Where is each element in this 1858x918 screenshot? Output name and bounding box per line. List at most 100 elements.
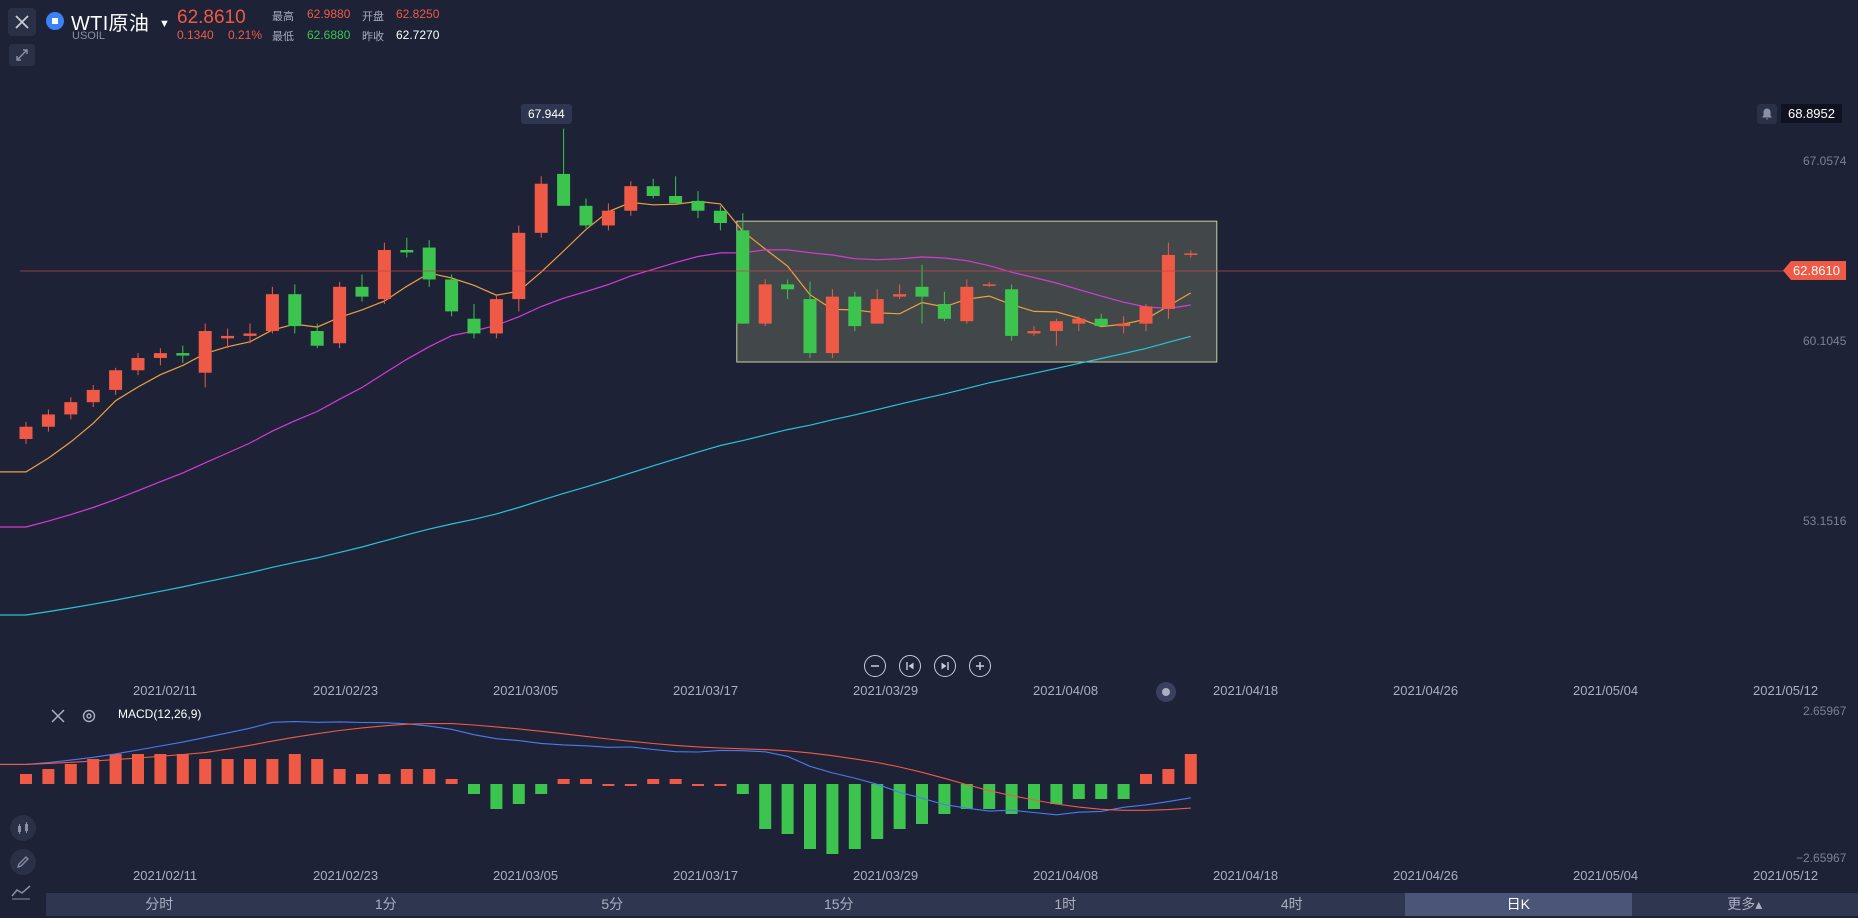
candle-body (19, 426, 33, 439)
candle-body (1027, 331, 1041, 334)
candle-body (646, 186, 660, 196)
tab-timeframe[interactable]: 1分 (374, 896, 397, 912)
macd-bar (244, 759, 256, 784)
close-icon (15, 15, 29, 29)
macd-bar (624, 784, 637, 786)
scroll-to-end-button[interactable] (934, 655, 956, 677)
macd-bar (445, 779, 458, 784)
chevron-down-icon: ▼ (159, 18, 171, 30)
tab-timeframe[interactable]: 4时 (1280, 896, 1303, 912)
candle-body (1049, 321, 1063, 331)
candle-body (198, 331, 212, 373)
macd-bar (423, 769, 436, 784)
candle-body (355, 286, 369, 297)
tab-timeframe[interactable]: 5分 (601, 896, 624, 912)
price-axis-label: 60.1045 (1803, 334, 1847, 348)
candle-body (1117, 323, 1131, 327)
last-price: 62.8610 (177, 7, 246, 28)
macd-bar (109, 754, 122, 784)
macd-bar (1117, 784, 1130, 799)
candle-body (1161, 254, 1175, 309)
tab-timeframe-active[interactable]: 日K (1405, 893, 1632, 916)
prev-close-value: 62.7270 (396, 28, 440, 42)
close-icon (51, 709, 65, 723)
candle-body (557, 173, 571, 206)
macd-bar (512, 784, 525, 804)
candle-body (1139, 306, 1153, 324)
bell-icon (1762, 108, 1772, 120)
price-axis-label: 53.1516 (1803, 514, 1847, 528)
macd-bar (42, 769, 55, 784)
timeframe-bar: 分时 1分 5分 15分 1时 4时 日K 更多▴ (46, 893, 1858, 916)
macd-bar (893, 784, 906, 829)
macd-bar (848, 784, 861, 849)
candle-body (400, 250, 414, 253)
macd-bar (826, 784, 839, 854)
macd-date-label: 2021/04/26 (1393, 868, 1459, 883)
macd-axis-bottom: −2.65967 (1796, 851, 1847, 865)
minus-icon (871, 665, 879, 667)
price-change: 0.1340 (177, 28, 214, 42)
macd-bar (1028, 784, 1040, 809)
candle-body (1184, 253, 1198, 255)
macd-bar (468, 784, 480, 794)
indicator-settings-button[interactable] (81, 708, 97, 729)
macd-bar (938, 784, 951, 814)
candle-body (624, 186, 638, 211)
macd-bar (871, 784, 884, 839)
macd-bar (983, 784, 996, 809)
skip-back-icon (906, 662, 914, 670)
main-date-label: 2021/03/29 (853, 683, 919, 698)
candle-body (176, 353, 190, 356)
macd-axis-top: 2.65967 (1803, 704, 1847, 718)
symbol-selector[interactable]: WTI原油 ▼ (71, 7, 170, 36)
chart-handle[interactable] (1156, 682, 1176, 702)
macd-dea-line (0, 722, 1191, 811)
ma60-line (0, 335, 1191, 616)
candle-body (534, 183, 548, 233)
macd-bar (714, 784, 727, 786)
candle-body (153, 353, 167, 358)
macd-bar (132, 754, 144, 784)
candle-body (377, 250, 391, 300)
macd-bar (557, 779, 570, 784)
macd-bar (87, 759, 100, 784)
main-date-label: 2021/05/12 (1753, 683, 1819, 698)
main-date-label: 2021/02/11 (133, 683, 198, 698)
low-label: 最低 (272, 31, 294, 43)
tab-timeframe[interactable]: 1时 (1054, 896, 1077, 912)
candle-body (937, 304, 951, 319)
candle-body (713, 210, 727, 223)
zoom-in-button[interactable] (969, 655, 991, 677)
trend-tool-button[interactable] (10, 884, 32, 905)
candle-body (960, 286, 974, 322)
close-indicator-button[interactable] (50, 708, 66, 729)
close-button[interactable] (8, 8, 36, 36)
tab-timeframe[interactable]: 15分 (823, 896, 854, 912)
macd-bar (288, 754, 301, 784)
zoom-out-button[interactable] (864, 655, 886, 677)
candle-body (243, 333, 257, 336)
candle-body (1072, 318, 1086, 324)
macd-bar (176, 754, 189, 784)
symbol-logo-icon (46, 12, 64, 30)
gear-icon (82, 709, 96, 723)
scroll-to-start-button[interactable] (899, 655, 921, 677)
collapse-button[interactable] (9, 44, 35, 66)
range-box (736, 220, 1218, 363)
price-alert-button[interactable] (1757, 104, 1777, 124)
candle-body (736, 230, 750, 324)
indicator-tool-button[interactable] (10, 815, 36, 841)
tab-timeframe[interactable]: 更多▴ (1727, 896, 1763, 912)
macd-bar (647, 779, 660, 784)
candle-body (131, 358, 145, 371)
draw-tool-button[interactable] (10, 849, 36, 875)
macd-date-label: 2021/05/12 (1753, 868, 1819, 883)
macd-bar (580, 779, 592, 784)
tab-timeframe[interactable]: 分时 (145, 896, 174, 912)
candle-body (848, 296, 862, 327)
macd-bar (64, 764, 77, 784)
candle-body (86, 389, 100, 403)
trend-line-icon (11, 885, 31, 900)
